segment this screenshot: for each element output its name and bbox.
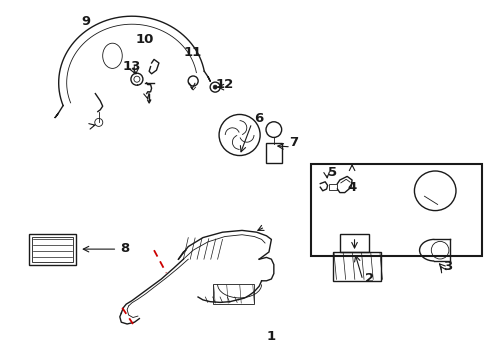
Text: 10: 10 (135, 33, 153, 46)
Bar (339, 234, 368, 252)
Text: 4: 4 (347, 181, 356, 194)
Text: 3: 3 (442, 260, 451, 273)
Bar (212, 284, 254, 304)
Bar (29, 234, 76, 265)
Bar (32, 237, 73, 262)
Text: 8: 8 (120, 242, 129, 255)
Bar (310, 164, 481, 256)
Bar (265, 143, 281, 163)
Text: 2: 2 (364, 273, 373, 285)
Text: 7: 7 (288, 136, 297, 149)
Text: 9: 9 (81, 15, 90, 28)
Text: 12: 12 (215, 78, 234, 91)
Bar (332, 252, 381, 281)
Circle shape (213, 85, 217, 89)
Text: 1: 1 (266, 330, 275, 343)
Bar (328, 184, 337, 190)
Text: 13: 13 (122, 60, 141, 73)
Text: 11: 11 (183, 46, 202, 59)
Text: 5: 5 (327, 166, 336, 179)
Text: 6: 6 (254, 112, 263, 125)
